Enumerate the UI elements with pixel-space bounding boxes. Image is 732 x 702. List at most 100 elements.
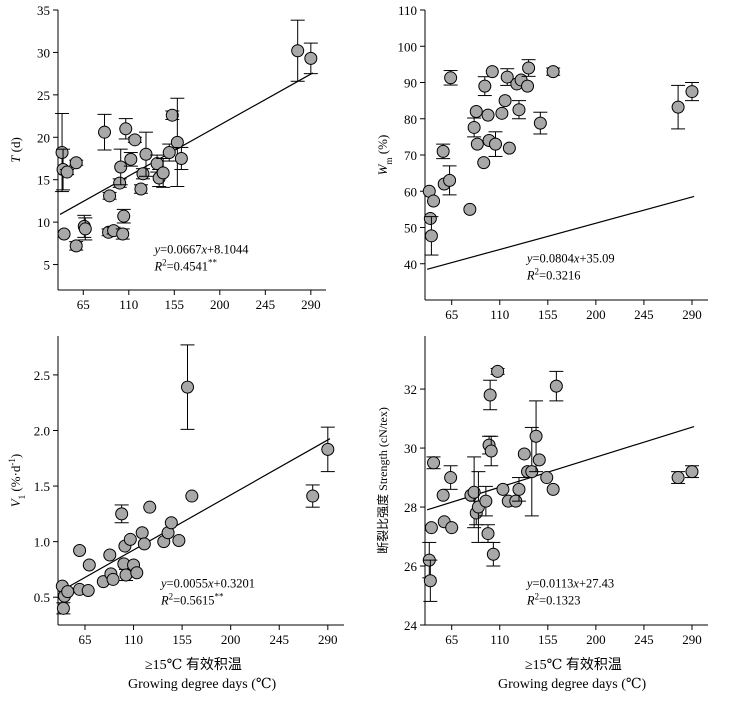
y-tick-label: 60 xyxy=(404,184,417,199)
data-point xyxy=(114,160,128,174)
x-axis-label-cn-left: ≥15℃ 有效积温 xyxy=(145,658,242,673)
data-point xyxy=(81,584,95,598)
data-point xyxy=(443,173,457,187)
y-axis-label-part: W xyxy=(375,163,390,175)
y-axis-label: Wm (%) xyxy=(375,135,394,176)
y-axis-label: T (d) xyxy=(8,137,23,163)
data-point xyxy=(106,572,120,586)
y-axis-label-part: 1 xyxy=(17,495,27,500)
data-point xyxy=(444,71,458,85)
data-point xyxy=(486,547,500,561)
data-point xyxy=(185,489,199,503)
data-point xyxy=(427,194,441,208)
data-point xyxy=(423,574,437,588)
data-point xyxy=(483,388,497,402)
data-point xyxy=(500,70,514,84)
data-point xyxy=(321,442,335,456)
y-tick-label: 1.5 xyxy=(34,479,50,494)
y-tick-label: 30 xyxy=(404,441,417,456)
x-tick-label: 200 xyxy=(221,632,241,647)
x-tick-label: 290 xyxy=(682,632,702,647)
data-point xyxy=(115,507,129,521)
data-point xyxy=(60,165,74,179)
x-tick-label: 245 xyxy=(269,632,289,647)
data-point xyxy=(306,489,320,503)
data-point xyxy=(61,585,75,599)
y-axis-label-part: V xyxy=(8,497,23,507)
data-point xyxy=(436,488,450,502)
data-point xyxy=(172,534,186,548)
x-tick-label: 65 xyxy=(445,632,458,647)
data-point xyxy=(156,166,170,180)
x-tick-label: 110 xyxy=(124,632,143,647)
data-point xyxy=(98,125,112,139)
x-axis-label-cn-right: ≥15℃ 有效积温 xyxy=(525,658,622,673)
y-axis-label-part: (d) xyxy=(8,137,23,155)
data-point xyxy=(139,147,153,161)
data-point xyxy=(123,532,137,546)
data-point xyxy=(73,544,87,558)
data-point xyxy=(69,156,83,170)
y-tick-label: 15 xyxy=(37,173,50,188)
data-point xyxy=(491,364,505,378)
x-tick-label: 155 xyxy=(538,307,558,322)
data-point xyxy=(57,227,71,241)
data-point xyxy=(170,135,184,149)
data-point xyxy=(165,108,179,122)
data-point xyxy=(467,120,481,134)
y-tick-label: 10 xyxy=(37,215,50,230)
r-squared-label: R2=0.1323 xyxy=(526,591,581,607)
y-tick-label: 24 xyxy=(404,618,418,633)
data-point xyxy=(78,222,92,236)
y-tick-label: 26 xyxy=(404,559,418,574)
y-tick-label: 2.5 xyxy=(34,368,50,383)
x-axis-label-en-left: Growing degree days (℃) xyxy=(128,677,277,692)
y-tick-label: 5 xyxy=(44,258,51,273)
data-point xyxy=(113,176,127,190)
data-point xyxy=(478,79,492,93)
data-point xyxy=(522,61,536,75)
chart-panel-Wm: 65 110 155 200 245 290 40 50 60 70 80 90 100 110 Wm (%… xyxy=(375,3,708,322)
y-tick-label: 20 xyxy=(37,130,50,145)
data-point xyxy=(135,526,149,540)
data-point xyxy=(477,156,491,170)
data-point xyxy=(134,182,148,196)
data-point xyxy=(502,141,516,155)
chart-panel-Strength: 65 110 155 200 245 290 24 26 28 30 32 断裂比强度 Strengt… xyxy=(375,336,708,647)
data-point xyxy=(124,152,138,166)
r-squared-label: R2=0.5615** xyxy=(160,591,224,607)
data-point xyxy=(181,380,195,394)
data-point xyxy=(463,202,477,216)
data-point xyxy=(671,471,685,485)
data-point xyxy=(685,85,699,99)
data-point xyxy=(56,601,70,615)
data-point xyxy=(549,379,563,393)
data-point xyxy=(130,566,144,580)
data-point xyxy=(512,482,526,496)
x-tick-label: 245 xyxy=(256,297,276,312)
data-point xyxy=(479,494,493,508)
data-point xyxy=(445,521,459,535)
data-point xyxy=(546,65,560,79)
y-axis-label-part: (%) xyxy=(375,135,390,158)
y-tick-label: 35 xyxy=(37,3,50,18)
x-tick-label: 110 xyxy=(490,632,509,647)
y-axis-label: 断裂比强度 Strength (cN/tex) xyxy=(375,407,390,554)
y-tick-label: 100 xyxy=(398,39,418,54)
data-point xyxy=(481,108,495,122)
regression-equation: y=0.0113x+27.43 xyxy=(525,576,614,590)
y-axis-label-part: ) xyxy=(8,454,23,458)
data-point xyxy=(517,447,531,461)
y-tick-label: 1.0 xyxy=(34,535,50,550)
x-tick-label: 200 xyxy=(210,297,230,312)
data-point xyxy=(546,482,560,496)
data-point xyxy=(512,103,526,117)
y-axis-label-part: -1 xyxy=(7,458,17,466)
x-tick-label: 200 xyxy=(586,632,606,647)
chart-panel-T: 65 110 155 200 245 290 5 10 15 20 25 30 35 T (d) y=0.0… xyxy=(8,3,326,312)
x-axis-label-en-right: Growing degree days (℃) xyxy=(498,677,647,692)
data-point xyxy=(116,227,130,241)
y-axis-label-part: m xyxy=(384,157,394,164)
data-point xyxy=(304,51,318,65)
data-point xyxy=(470,137,484,151)
